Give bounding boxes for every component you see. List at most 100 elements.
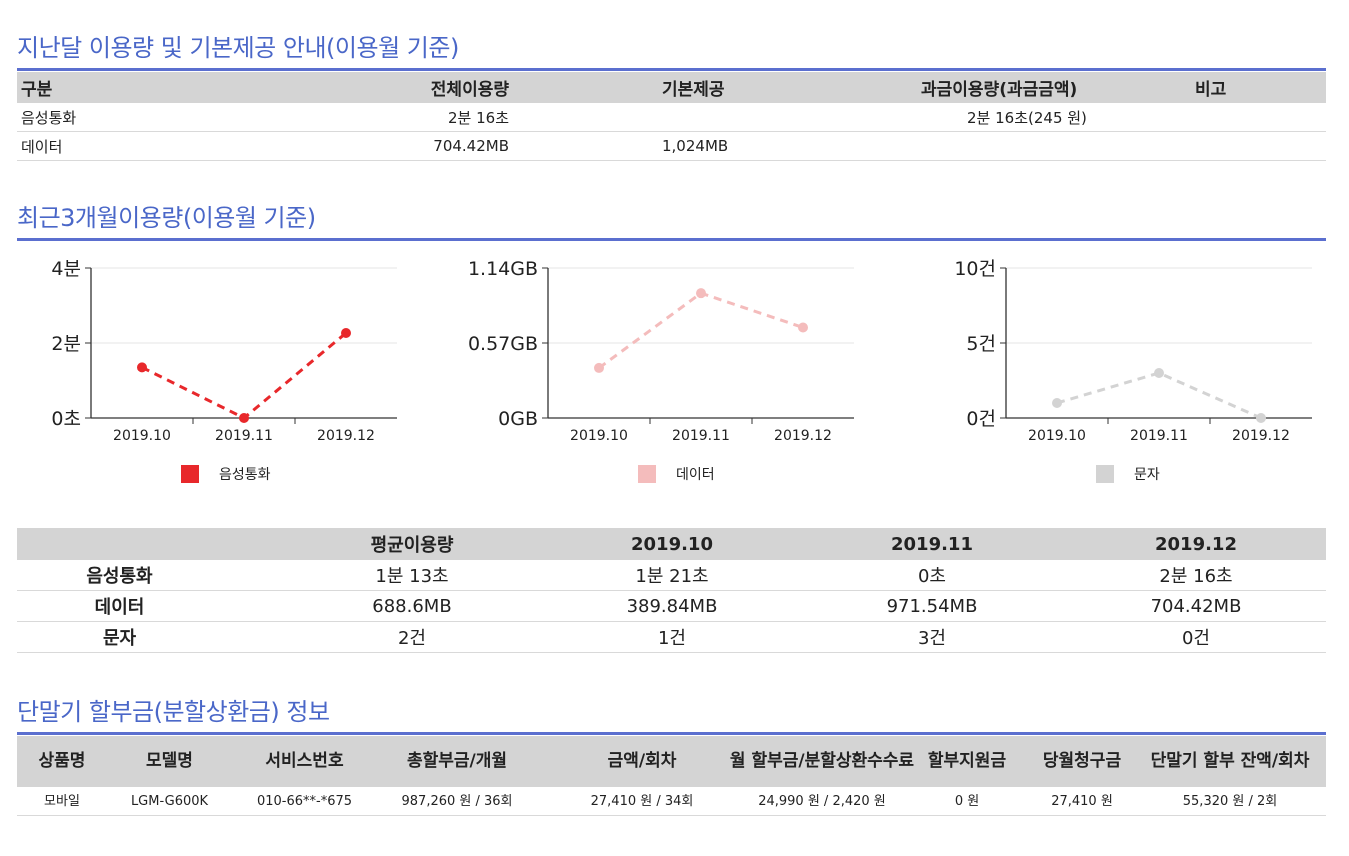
header-product-name: 상품명: [38, 751, 86, 771]
data-point: [239, 413, 249, 423]
header-monthly-charge: 당월청구금: [1042, 751, 1122, 771]
y-tick-label: 2분: [51, 333, 81, 355]
header-remaining-balance: 단말기 할부 잔액/회차: [1150, 751, 1310, 771]
legend-label: 음성통화: [219, 467, 271, 483]
x-tick-label: 2019.11: [672, 428, 730, 444]
title-rule: [17, 68, 1326, 71]
cell-average: 2건: [397, 628, 426, 649]
cell-amount-per-round: 27,410 원 / 34회: [590, 793, 694, 809]
voice-usage-chart: 0초 2분 4분 2019.10 2019.11 2019.12 음성통화: [51, 258, 397, 483]
x-tick-label: 2019.12: [774, 428, 832, 444]
legend-label: 문자: [1134, 467, 1160, 483]
row-label-voice: 음성통화: [21, 108, 77, 127]
cell-product-name: 모바일: [44, 793, 80, 809]
section-title-last-month: 지난달 이용량 및 기본제공 안내(이용월 기준): [17, 34, 459, 62]
header-month-2: 2019.11: [891, 533, 973, 555]
header-category: 구분: [21, 80, 53, 100]
y-tick-label: 10건: [954, 258, 996, 280]
data-point: [798, 322, 808, 333]
x-tick-label: 2019.11: [1130, 428, 1188, 444]
header-amount-per-round: 금액/회차: [607, 751, 677, 771]
cell-month-3: 704.42MB: [1150, 595, 1242, 617]
data-point: [696, 288, 706, 299]
header-average: 평균이용량: [370, 535, 454, 556]
series-line: [598, 291, 804, 370]
series-line: [1056, 371, 1262, 420]
data-point: [594, 362, 604, 373]
table-row: 음성통화 2분 16초 2분 16초(245 원): [17, 103, 1326, 132]
cell-monthly-charge: 27,410 원: [1051, 793, 1113, 809]
cell-month-1: 389.84MB: [626, 595, 718, 617]
cell-installment-support: 0 원: [954, 793, 980, 809]
header-billed-usage: 과금이용량(과금금액): [921, 80, 1078, 100]
data-point: [1052, 398, 1062, 408]
header-monthly-installment: 월 할부금/분할상환수수료: [729, 751, 915, 771]
data-point: [1154, 368, 1164, 378]
data-point: [1256, 413, 1266, 423]
sms-usage-chart: 0건 5건 10건 2019.10 2019.11 2019.12 문자: [954, 258, 1312, 483]
cell-basic-provided: 1,024MB: [662, 137, 729, 155]
row-label-data: 데이터: [21, 137, 63, 156]
header-total-usage: 전체이용량: [430, 80, 509, 100]
cell-total-installment: 987,260 원 / 36회: [401, 793, 513, 809]
x-tick-label: 2019.10: [570, 428, 628, 444]
y-tick-label: 4분: [51, 258, 81, 280]
legend-swatch: [181, 465, 199, 483]
last-month-usage-table: 구분 전체이용량 기본제공 과금이용량(과금금액) 비고 음성통화 2분 16초…: [17, 72, 1326, 161]
data-point: [341, 328, 351, 338]
data-point: [137, 362, 147, 373]
header-installment-support: 할부지원금: [927, 751, 1007, 771]
table-row: 데이터 688.6MB 389.84MB 971.54MB 704.42MB: [17, 591, 1326, 622]
three-month-usage-table: 평균이용량 2019.10 2019.11 2019.12 음성통화 1분 13…: [17, 528, 1326, 653]
legend-swatch: [1096, 465, 1114, 483]
cell-remaining-balance: 55,320 원 / 2회: [1182, 793, 1278, 809]
cell-month-1: 1분 21초: [635, 566, 709, 587]
header-model-name: 모델명: [146, 751, 193, 771]
header-month-1: 2019.10: [631, 533, 713, 555]
cell-model-name: LGM-G600K: [130, 793, 209, 809]
header-basic-provided: 기본제공: [662, 80, 725, 100]
header-remarks: 비고: [1195, 80, 1227, 100]
x-tick-label: 2019.10: [1028, 428, 1086, 444]
table-header: 평균이용량 2019.10 2019.11 2019.12: [17, 528, 1326, 560]
header-service-number: 서비스번호: [265, 751, 344, 771]
table-row: 모바일 LGM-G600K 010-66**-*675 987,260 원 / …: [17, 787, 1326, 816]
cell-month-2: 3건: [917, 628, 946, 649]
y-tick-label: 0.57GB: [468, 333, 538, 355]
cell-total-usage: 704.42MB: [433, 137, 509, 155]
cell-billed-usage: 2분 16초(245 원): [967, 108, 1087, 127]
title-rule: [17, 732, 1326, 735]
legend-swatch: [638, 465, 656, 483]
row-label-data: 데이터: [94, 597, 145, 618]
table-row: 문자 2건 1건 3건 0건: [17, 622, 1326, 653]
cell-average: 688.6MB: [372, 595, 452, 617]
row-label-sms: 문자: [102, 628, 137, 649]
cell-monthly-installment: 24,990 원 / 2,420 원: [758, 793, 886, 809]
header-total-installment: 총할부금/개월: [406, 751, 508, 771]
table-row: 데이터 704.42MB 1,024MB: [17, 132, 1326, 161]
section-title-recent-3-months: 최근3개월이용량(이용월 기준): [17, 204, 316, 232]
data-usage-chart: 0GB 0.57GB 1.14GB 2019.10 2019.11 2019.12 데이터: [468, 258, 854, 483]
cell-month-3: 2분 16초: [1159, 566, 1233, 587]
series-line: [141, 331, 347, 420]
cell-total-usage: 2분 16초: [448, 108, 509, 127]
header-blank: [17, 528, 222, 560]
y-tick-label: 0초: [51, 408, 81, 430]
legend-label: 데이터: [676, 467, 715, 483]
y-tick-label: 1.14GB: [468, 258, 538, 280]
x-tick-label: 2019.12: [317, 428, 375, 444]
cell-service-number: 010-66**-*675: [256, 793, 353, 809]
cell-month-2: 971.54MB: [886, 595, 978, 617]
cell-average: 1분 13초: [375, 566, 449, 587]
table-row: 음성통화 1분 13초 1분 21초 0초 2분 16초: [17, 560, 1326, 591]
x-tick-label: 2019.11: [215, 428, 273, 444]
cell-month-1: 1건: [657, 628, 686, 649]
row-label-voice: 음성통화: [86, 566, 153, 587]
y-tick-label: 0GB: [498, 408, 538, 430]
y-tick-label: 5건: [966, 333, 996, 355]
title-rule: [17, 238, 1326, 241]
table-header: 구분 전체이용량 기본제공 과금이용량(과금금액) 비고: [17, 72, 1326, 103]
table-header: 상품명 모델명 서비스번호 총할부금/개월 금액/회차 월 할부금/분할상환수수…: [17, 736, 1326, 787]
header-month-3: 2019.12: [1155, 533, 1237, 555]
section-title-installment: 단말기 할부금(분할상환금) 정보: [17, 698, 330, 726]
